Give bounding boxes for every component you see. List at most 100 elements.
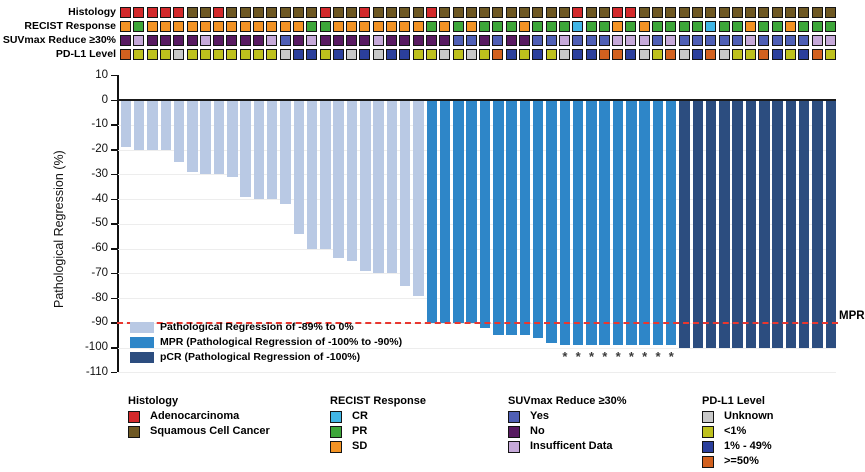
annotation-cell-pr bbox=[452, 21, 464, 32]
legend-item-label: CR bbox=[352, 410, 368, 422]
annotation-cell-pr bbox=[798, 21, 810, 32]
legend-item-label: SD bbox=[352, 440, 368, 452]
regression-bar bbox=[227, 101, 238, 177]
annotation-cell-squamous-cell-cancer bbox=[532, 7, 544, 18]
annotation-cell-squamous-cell-cancer bbox=[585, 7, 597, 18]
y-tick-mark bbox=[111, 371, 117, 374]
annotation-cell-squamous-cell-cancer bbox=[399, 7, 411, 18]
annotation-cell-squamous-cell-cancer bbox=[439, 7, 451, 18]
gridline bbox=[118, 372, 836, 374]
annotation-cell-sd bbox=[159, 21, 171, 32]
regression-bar bbox=[732, 101, 743, 348]
y-tick-label: -40 bbox=[91, 192, 108, 205]
regression-bar bbox=[679, 101, 690, 348]
annotation-cell-no bbox=[425, 35, 437, 46]
annotation-cell-no bbox=[505, 35, 517, 46]
annotation-cell--1- bbox=[239, 49, 251, 60]
annotation-cell-squamous-cell-cancer bbox=[465, 7, 477, 18]
annotation-cell-pr bbox=[824, 21, 836, 32]
annotation-cell-1-49- bbox=[306, 49, 318, 60]
legend-item-label: No bbox=[530, 425, 545, 437]
annotation-cell-squamous-cell-cancer bbox=[505, 7, 517, 18]
regression-bar bbox=[506, 101, 517, 336]
annotation-cell--1- bbox=[213, 49, 225, 60]
annotation-cell-no bbox=[239, 35, 251, 46]
legend-swatch--1- bbox=[702, 426, 714, 438]
annotation-cell-pr bbox=[479, 21, 491, 32]
annotation-cell-squamous-cell-cancer bbox=[186, 7, 198, 18]
regression-bar bbox=[147, 101, 158, 150]
y-tick-mark bbox=[111, 223, 117, 225]
plot-legend-swatch bbox=[130, 321, 154, 333]
annotation-cell-no bbox=[159, 35, 171, 46]
annotation-cell-squamous-cell-cancer bbox=[479, 7, 491, 18]
annotation-cell-squamous-cell-cancer bbox=[824, 7, 836, 18]
regression-bar bbox=[493, 101, 504, 336]
regression-bar bbox=[333, 101, 344, 259]
y-tick-mark bbox=[111, 248, 117, 250]
annotation-cell-cr bbox=[572, 21, 584, 32]
annotation-cell--1- bbox=[159, 49, 171, 60]
regression-bar bbox=[705, 101, 717, 348]
annotation-cell-no bbox=[226, 35, 238, 46]
annotation-cell-pr bbox=[505, 21, 517, 32]
regression-bar bbox=[812, 101, 823, 348]
annotation-cell-insufficent-data bbox=[625, 35, 637, 46]
annotation-cell-sd bbox=[439, 21, 451, 32]
annotation-cell-unknown bbox=[346, 49, 358, 60]
annotation-track-label: PD-L1 Level bbox=[55, 48, 116, 60]
regression-bar bbox=[519, 101, 531, 336]
annotation-cell-pr bbox=[771, 21, 783, 32]
annotation-cell-squamous-cell-cancer bbox=[412, 7, 424, 18]
regression-bar bbox=[825, 101, 837, 348]
annotation-cell-yes bbox=[798, 35, 810, 46]
significance-asterisk: * bbox=[655, 348, 661, 364]
y-tick-mark bbox=[111, 297, 117, 299]
significance-asterisk: * bbox=[562, 348, 568, 364]
annotation-cell-pr bbox=[585, 21, 597, 32]
gridline bbox=[118, 347, 836, 349]
gridline bbox=[118, 199, 836, 200]
regression-bar bbox=[200, 101, 211, 175]
gridline bbox=[118, 149, 836, 151]
plot-legend-item: Pathological Regression of -89% to 0% bbox=[130, 321, 460, 335]
annotation-cell-yes bbox=[279, 35, 291, 46]
annotation-cell-yes bbox=[678, 35, 690, 46]
legend-group-title: PD-L1 Level bbox=[702, 395, 765, 407]
legend-swatch-unknown bbox=[702, 411, 714, 423]
annotation-cell-sd bbox=[186, 21, 198, 32]
significance-asterisk: * bbox=[602, 348, 608, 364]
gridline bbox=[118, 298, 836, 299]
y-tick-label: -70 bbox=[91, 266, 108, 279]
annotation-cell-sd bbox=[519, 21, 530, 32]
regression-bar bbox=[373, 101, 384, 274]
annotation-cell-pr bbox=[731, 21, 743, 32]
annotation-cell--50- bbox=[492, 49, 504, 60]
annotation-cell-adenocarcinoma bbox=[425, 7, 437, 18]
plot-legend-item: MPR (Pathological Regression of -100% to… bbox=[130, 336, 460, 350]
y-tick-mark bbox=[111, 322, 117, 324]
annotation-cell-pr bbox=[678, 21, 690, 32]
annotation-cell-1-49- bbox=[771, 49, 783, 60]
annotation-cell-no bbox=[519, 35, 530, 46]
annotation-cell--1- bbox=[253, 49, 264, 60]
gridline bbox=[118, 174, 836, 176]
annotation-cell--1- bbox=[545, 49, 557, 60]
annotation-cell-sd bbox=[386, 21, 397, 32]
legend-swatch-pr bbox=[330, 426, 342, 438]
annotation-cell-sd bbox=[372, 21, 384, 32]
annotation-cell-squamous-cell-cancer bbox=[372, 7, 384, 18]
y-tick-label: -110 bbox=[85, 365, 108, 378]
annotation-cell-adenocarcinoma bbox=[213, 7, 225, 18]
significance-asterisk: * bbox=[575, 348, 581, 364]
annotation-cell-insufficent-data bbox=[199, 35, 211, 46]
annotation-cell-unknown bbox=[638, 49, 650, 60]
regression-bar bbox=[572, 101, 584, 346]
regression-bar bbox=[532, 101, 544, 338]
annotation-cell-insufficent-data bbox=[306, 35, 318, 46]
regression-bar bbox=[306, 101, 318, 249]
annotation-cell--1- bbox=[824, 49, 836, 60]
annotation-cell-sd bbox=[279, 21, 291, 32]
annotation-cell-yes bbox=[572, 35, 584, 46]
annotation-cell-squamous-cell-cancer bbox=[665, 7, 677, 18]
